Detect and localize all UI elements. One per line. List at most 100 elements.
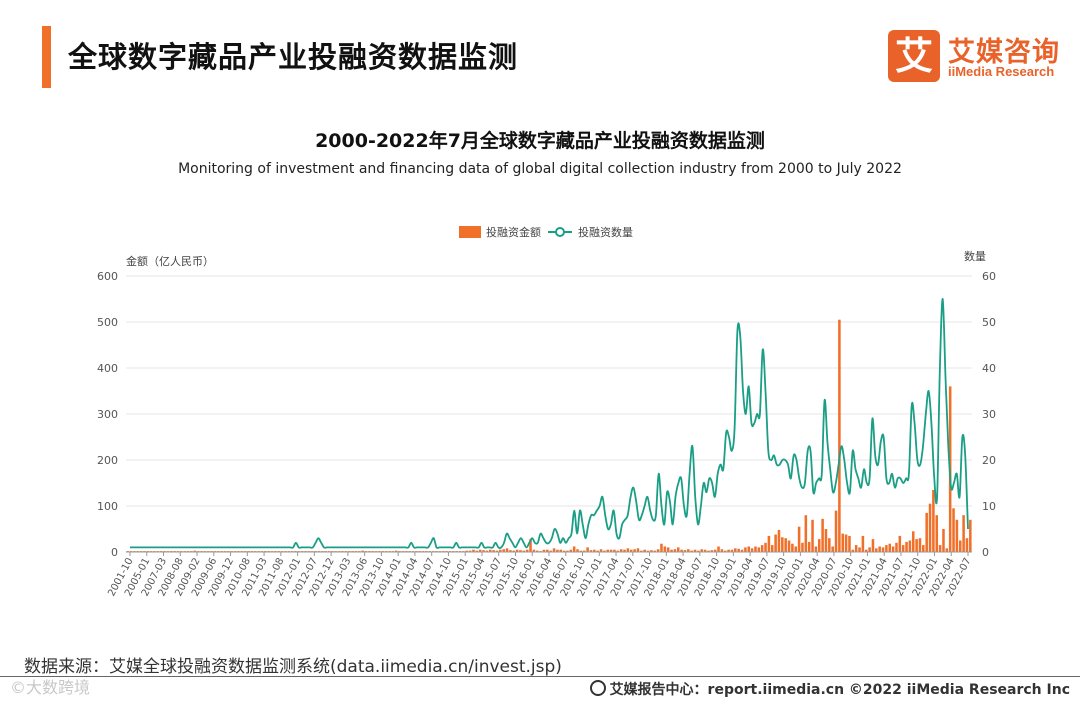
data-source: 数据来源：艾媒全球投融资数据监测系统(data.iimedia.cn/inves…	[24, 657, 562, 677]
bar	[616, 550, 620, 552]
bar	[918, 538, 922, 552]
bar	[723, 550, 727, 552]
bar	[640, 550, 643, 552]
bar	[891, 546, 895, 552]
bar	[475, 550, 479, 552]
bar	[697, 550, 700, 552]
bar	[787, 540, 791, 552]
bar	[529, 539, 532, 552]
y-right-tick-label: 20	[982, 454, 996, 467]
bar	[821, 518, 824, 552]
bar	[875, 548, 878, 552]
bar	[653, 550, 657, 552]
y-left-tick-label: 500	[97, 316, 118, 329]
footer-text: 艾媒报告中心：report.iimedia.cn ©2022 iiMedia R…	[609, 682, 1070, 698]
bar	[864, 549, 868, 552]
bar	[734, 548, 737, 552]
bar	[703, 549, 707, 552]
bar	[811, 519, 814, 552]
bar	[881, 547, 885, 552]
bar	[515, 549, 519, 552]
bar	[599, 549, 603, 552]
bar	[727, 549, 730, 552]
y-right-tick-label: 40	[982, 362, 996, 375]
bar	[935, 515, 939, 552]
bar	[774, 534, 777, 552]
bar	[596, 550, 599, 552]
bar	[663, 546, 667, 552]
bar	[656, 549, 660, 552]
bar	[807, 541, 811, 552]
y-right-tick-label: 30	[982, 408, 996, 421]
logo-mark: 艾	[888, 30, 940, 82]
bar	[861, 535, 865, 552]
bar	[650, 550, 653, 552]
title-accent-bar	[42, 26, 51, 88]
bar	[844, 534, 848, 552]
bar	[636, 548, 640, 552]
bar	[522, 550, 526, 552]
bar	[707, 550, 710, 552]
bar	[525, 549, 529, 552]
bar	[710, 550, 714, 552]
bar	[546, 549, 549, 552]
footer: 艾媒报告中心：report.iimedia.cn ©2022 iiMedia R…	[589, 679, 1070, 699]
bar	[549, 550, 552, 552]
bar	[717, 546, 720, 552]
bar	[747, 546, 751, 552]
y-left-tick-label: 600	[97, 270, 118, 283]
bar	[938, 545, 942, 552]
bar	[603, 550, 606, 552]
bar	[512, 550, 516, 552]
bar	[922, 545, 925, 552]
bar	[582, 550, 586, 552]
bar	[757, 547, 761, 552]
bar	[804, 515, 808, 552]
bar	[895, 542, 898, 552]
bar	[646, 550, 650, 552]
bar	[488, 549, 492, 552]
legend-swatch-marker	[555, 227, 565, 237]
bar	[764, 542, 767, 552]
y-left-tick-label: 300	[97, 408, 118, 421]
bar	[740, 549, 744, 552]
bar	[791, 543, 794, 552]
bar	[969, 519, 972, 552]
y-left-axis-title: 金额（亿人民币）	[126, 254, 214, 268]
y-right-tick-label: 10	[982, 500, 996, 513]
legend-label-count: 投融资数量	[578, 225, 633, 239]
bar	[495, 550, 499, 552]
chart-title: 2000-2022年7月全球数字藏品产业投融资数据监测	[315, 130, 765, 152]
bar	[888, 543, 892, 552]
bar	[824, 529, 828, 552]
bar	[633, 549, 636, 552]
bar	[932, 489, 935, 552]
bar	[485, 550, 489, 552]
y-right-tick-label: 0	[982, 546, 989, 559]
y-left-tick-label: 100	[97, 500, 118, 513]
bar	[478, 549, 482, 552]
bar	[586, 547, 589, 552]
bar	[965, 538, 969, 552]
bar	[509, 550, 512, 552]
bar	[361, 550, 364, 552]
bar	[720, 549, 724, 552]
bar	[643, 549, 646, 552]
bar	[569, 549, 573, 552]
bar	[760, 545, 764, 552]
globe-icon	[589, 680, 606, 696]
bar	[928, 503, 932, 552]
logo-en-text: iiMedia Research	[948, 64, 1055, 79]
bar	[505, 548, 509, 552]
bar	[713, 549, 717, 552]
bar	[750, 548, 754, 552]
bar	[848, 535, 851, 552]
bar	[502, 549, 505, 552]
bar	[579, 550, 583, 552]
legend-label-amount: 投融资金额	[486, 225, 541, 239]
bar	[572, 546, 576, 552]
y-right-axis-title: 数量	[964, 250, 986, 263]
bar	[777, 529, 781, 552]
bar	[576, 549, 579, 552]
